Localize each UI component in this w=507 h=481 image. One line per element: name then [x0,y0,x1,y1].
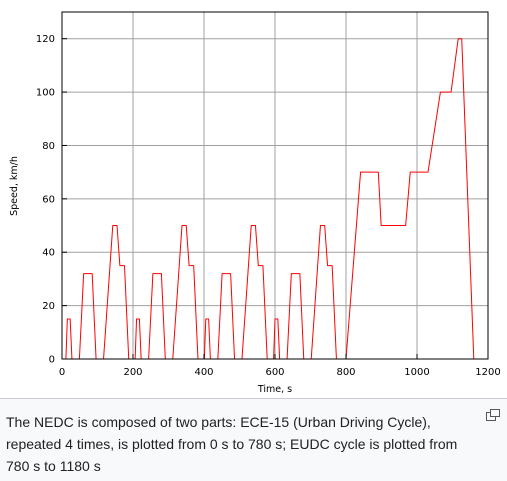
x-axis-label: Time, s [257,384,292,395]
y-tick-label: 120 [36,34,55,45]
x-tick-label: 0 [59,367,65,378]
y-tick-label: 20 [42,301,55,312]
grid [62,12,488,359]
caption-box: The NEDC is composed of two parts: ECE-1… [0,398,507,481]
y-tick-label: 100 [36,88,55,99]
y-tick-label: 60 [42,194,55,205]
y-axis-label: Speed, km/h [9,156,20,216]
caption-text: The NEDC is composed of two parts: ECE-1… [6,414,458,474]
x-tick-label: 600 [265,367,284,378]
x-tick-label: 1000 [404,367,429,378]
enlarge-icon[interactable] [486,409,500,421]
axis-ticks: 0 200 400 600 800 1000 1200 0 20 40 60 80 100 120 [36,34,501,378]
y-tick-label: 80 [42,141,55,152]
y-tick-label: 40 [42,248,55,259]
x-tick-label: 800 [336,367,355,378]
speed-time-chart: 0 200 400 600 800 1000 1200 0 20 40 60 80 100 120 Tim… [9,11,501,395]
x-tick-label: 200 [123,367,142,378]
y-tick-label: 0 [49,355,55,366]
x-tick-label: 1200 [475,367,500,378]
x-tick-label: 400 [194,367,213,378]
